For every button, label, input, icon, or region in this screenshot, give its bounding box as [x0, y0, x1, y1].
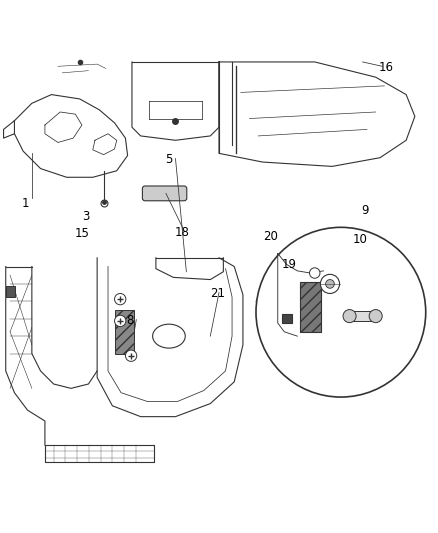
Circle shape [321, 274, 339, 294]
Circle shape [256, 228, 426, 397]
Text: 3: 3 [83, 210, 90, 223]
Bar [300, 282, 321, 332]
Circle shape [369, 310, 382, 322]
Text: 8: 8 [126, 314, 134, 327]
Text: 16: 16 [379, 61, 394, 74]
Text: 10: 10 [353, 233, 368, 246]
FancyBboxPatch shape [142, 186, 187, 201]
Text: 21: 21 [210, 287, 225, 301]
Text: 19: 19 [282, 258, 297, 271]
Text: 20: 20 [263, 230, 278, 244]
Circle shape [125, 350, 137, 361]
Circle shape [310, 268, 320, 278]
Bar [116, 310, 134, 353]
Text: 9: 9 [361, 204, 368, 217]
Text: 18: 18 [175, 226, 190, 239]
Circle shape [115, 315, 126, 327]
Circle shape [343, 310, 356, 322]
Bar [350, 311, 374, 321]
Text: 5: 5 [165, 154, 173, 166]
Bar [6, 286, 15, 297]
Text: 15: 15 [74, 228, 89, 240]
Bar [282, 313, 292, 323]
Circle shape [325, 279, 334, 288]
Ellipse shape [152, 324, 185, 348]
Text: 1: 1 [21, 197, 29, 210]
Circle shape [115, 294, 126, 305]
